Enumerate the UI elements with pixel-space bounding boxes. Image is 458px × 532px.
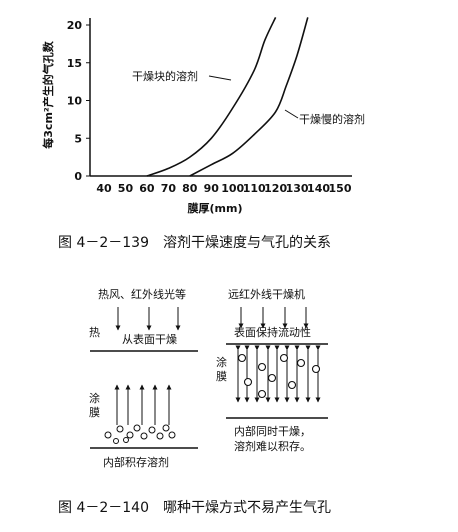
left-film-label-1: 涂 xyxy=(89,391,100,405)
series-line-slow xyxy=(189,17,309,177)
x-tick-label: 40 xyxy=(96,182,112,195)
y-axis-label: 每3cm²产生的气孔数 xyxy=(41,40,55,148)
right-bottom-label-2: 溶剂难以积存。 xyxy=(234,439,311,453)
left-heat-label: 热 xyxy=(89,326,100,339)
left-top-label: 热风、红外线光等 xyxy=(98,287,186,301)
right-film-label-1: 涂 xyxy=(216,355,227,369)
series-label-slow: 干燥慢的溶剂 xyxy=(299,112,365,126)
x-tick-label: 120 xyxy=(264,182,287,195)
left-trapped-bubbles xyxy=(104,424,176,444)
right-bidirectional-arrows xyxy=(235,345,321,403)
series-leader-slow xyxy=(284,109,299,119)
x-tick-label: 60 xyxy=(139,182,155,195)
drying-method-diagram: 热风、红外线光等 热 从表面干燥 涂 膜 内部积存溶剂 远红外线干燥机 表面保持… xyxy=(89,287,328,469)
x-tick-label: 70 xyxy=(161,182,177,195)
x-tick-label: 110 xyxy=(243,182,266,195)
figure1-caption: 图 4－2－139 溶剂干燥速度与气孔的关系 xyxy=(58,235,331,251)
right-bottom-label-1: 内部同时干燥， xyxy=(234,424,311,438)
x-tick-label: 90 xyxy=(204,182,220,195)
y-tick-label: 5 xyxy=(74,132,82,145)
left-down-arrows xyxy=(115,307,181,331)
series-label-fast: 干燥块的溶剂 xyxy=(132,69,198,83)
right-down-arrows xyxy=(238,307,309,329)
y-tick-label: 15 xyxy=(67,57,82,70)
left-surface-label: 从表面干燥 xyxy=(122,332,177,346)
series-leader-fast xyxy=(208,75,232,81)
x-tick-label: 150 xyxy=(329,182,352,195)
series-line-fast xyxy=(146,17,277,177)
left-film-label-2: 膜 xyxy=(89,406,100,419)
x-tick-label: 140 xyxy=(307,182,330,195)
y-tick-label: 10 xyxy=(67,95,83,108)
right-top-label: 远红外线干燥机 xyxy=(228,287,305,301)
right-bubbles xyxy=(237,353,321,399)
y-tick-label: 0 xyxy=(74,170,82,183)
x-tick-label: 100 xyxy=(221,182,244,195)
figure2-caption: 图 4－2－140 哪种干燥方式不易产生气孔 xyxy=(58,500,331,516)
x-axis-label: 膜厚(mm) xyxy=(188,201,243,215)
y-tick-label: 20 xyxy=(67,19,83,32)
right-film-label-2: 膜 xyxy=(216,370,227,383)
x-tick-label: 130 xyxy=(286,182,309,195)
left-up-arrows xyxy=(114,384,172,425)
x-tick-label: 50 xyxy=(118,182,134,195)
left-bottom-label: 内部积存溶剂 xyxy=(103,455,169,469)
x-tick-label: 80 xyxy=(182,182,198,195)
right-surface-label: 表面保持流动性 xyxy=(234,325,311,339)
